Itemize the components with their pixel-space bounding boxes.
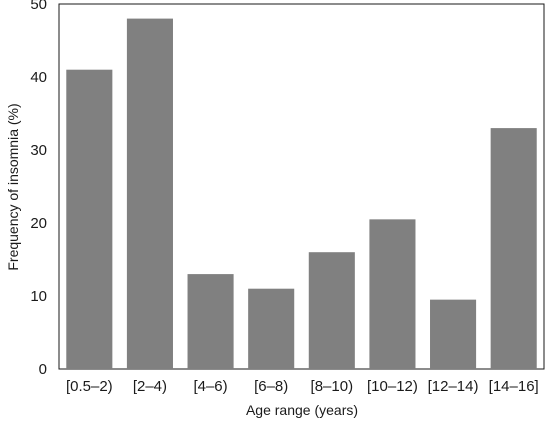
bar-7 xyxy=(490,128,537,369)
x-tick-label-7: [14–16] xyxy=(489,378,539,395)
x-tick-label-5: [10–12) xyxy=(367,378,418,395)
x-axis-title: Age range (years) xyxy=(246,402,358,418)
x-tick-label-2: [4–6) xyxy=(193,378,227,395)
bars-group xyxy=(66,18,537,369)
x-tick-label-0: [0.5–2) xyxy=(66,378,113,395)
bar-6 xyxy=(430,299,477,369)
y-tick-labels: 0 10 20 30 40 50 xyxy=(30,0,47,378)
x-tick-labels: [0.5–2) [2–4) [4–6) [6–8) [8–10) [10–12) [12–1… xyxy=(66,378,539,395)
x-tick-label-6: [12–14) xyxy=(428,378,479,395)
bar-5 xyxy=(369,219,416,369)
x-tick-label-4: [8–10) xyxy=(311,378,354,395)
x-tick-label-3: [6–8) xyxy=(254,378,288,395)
x-tick-label-1: [2–4) xyxy=(133,378,167,395)
y-tick-label-4: 40 xyxy=(30,69,47,86)
y-tick-label-3: 30 xyxy=(30,142,47,159)
y-tick-label-1: 10 xyxy=(30,288,47,305)
bar-4 xyxy=(308,252,355,369)
bar-0 xyxy=(66,69,113,369)
y-axis-title: Frequency of insomnia (%) xyxy=(5,103,21,270)
bar-3 xyxy=(248,288,295,369)
bar-2 xyxy=(187,274,234,369)
bar-1 xyxy=(126,18,173,369)
y-tick-label-5: 50 xyxy=(30,0,47,13)
y-tick-label-2: 20 xyxy=(30,215,47,232)
y-tick-label-0: 0 xyxy=(39,361,47,378)
plot-frame xyxy=(58,3,545,370)
